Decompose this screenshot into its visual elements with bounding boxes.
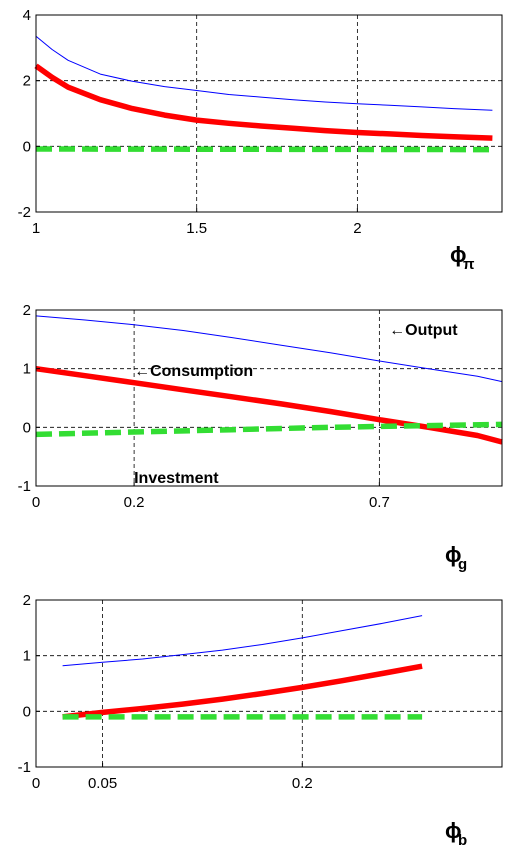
x-axis-label-subscript: b xyxy=(458,832,467,849)
x-axis-label-subscript: π xyxy=(463,256,475,273)
y-tick-label: -1 xyxy=(18,759,31,776)
x-axis-label: ϕ xyxy=(445,542,462,567)
y-tick-label: 2 xyxy=(23,592,31,609)
x-axis-label-subscript: g xyxy=(458,556,467,573)
investment-series-line xyxy=(35,146,493,153)
chart-2: 0 0.2 0.7-1012ϕg←Output←ConsumptionInvestm… xyxy=(18,302,503,573)
investment-series-line xyxy=(35,421,503,438)
output-series-line xyxy=(62,615,423,667)
x-tick-label: 0.2 xyxy=(292,775,313,792)
x-tick-label: 0 xyxy=(32,494,40,511)
plot-frame xyxy=(35,14,503,213)
x-tick-label: 0 xyxy=(32,775,40,792)
x-tick-label: 1 xyxy=(32,220,40,237)
x-tick-label: 2 xyxy=(353,220,361,237)
consumption-series-line xyxy=(62,663,423,720)
y-tick-label: -2 xyxy=(18,204,31,221)
y-tick-label: 1 xyxy=(23,361,31,378)
chart-1: 1 1.5 2 -2 0 2 4 ϕπ xyxy=(18,7,503,273)
x-axis-label: ϕ xyxy=(445,818,462,843)
annotation-label: Investment xyxy=(134,470,219,487)
plot-frame xyxy=(35,599,503,768)
plot-frame xyxy=(35,309,503,487)
y-tick-label: 0 xyxy=(23,419,31,436)
annotation-label: ←Consumption xyxy=(134,363,253,380)
consumption-series-line xyxy=(34,63,493,141)
y-tick-label: 0 xyxy=(23,703,31,720)
x-tick-label: 0.05 xyxy=(88,775,117,792)
x-axis-label: ϕ xyxy=(450,242,467,267)
y-tick-label: 1 xyxy=(23,648,31,665)
y-tick-label: 2 xyxy=(23,302,31,319)
consumption-series-line xyxy=(35,365,503,445)
output-series-line xyxy=(35,35,493,111)
y-tick-label: 2 xyxy=(23,73,31,90)
output-series-line xyxy=(35,315,503,383)
y-tick-label: 0 xyxy=(23,138,31,155)
annotation-label: ←Output xyxy=(389,322,458,339)
x-tick-label: 0.2 xyxy=(124,494,145,511)
x-tick-label: 0.7 xyxy=(369,494,390,511)
x-tick-label: 1.5 xyxy=(186,220,207,237)
y-tick-label: -1 xyxy=(18,478,31,495)
y-tick-label: 4 xyxy=(23,7,31,24)
